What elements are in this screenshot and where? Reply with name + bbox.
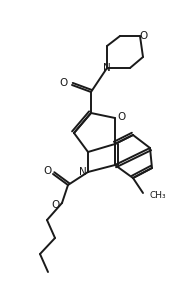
Text: O: O: [139, 31, 147, 41]
Text: CH₃: CH₃: [150, 191, 167, 200]
Text: O: O: [118, 112, 126, 122]
Text: O: O: [43, 166, 51, 176]
Text: O: O: [60, 78, 68, 88]
Text: O: O: [52, 200, 60, 210]
Text: N: N: [103, 63, 111, 73]
Text: N: N: [79, 167, 87, 177]
